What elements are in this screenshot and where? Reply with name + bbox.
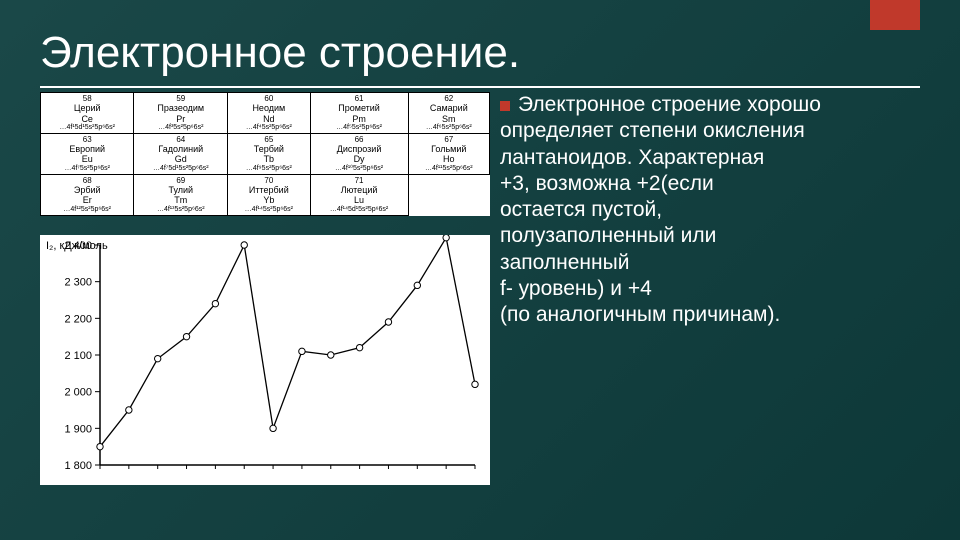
element-cell: 59ПразеодимPr…4f³5s²5p⁶6s² xyxy=(134,93,228,134)
element-cell: 58ЦерийCe…4f¹5d¹5s²5p⁶6s² xyxy=(41,93,134,134)
svg-text:2 100: 2 100 xyxy=(64,350,92,362)
element-cell: 71ЛютецийLu…4f¹⁴5d¹5s²5p⁶6s² xyxy=(310,174,408,215)
title-underline xyxy=(40,86,920,88)
svg-text:I₂, кДж/моль: I₂, кДж/моль xyxy=(46,240,108,252)
svg-text:2 200: 2 200 xyxy=(64,313,92,325)
elements-table: 58ЦерийCe…4f¹5d¹5s²5p⁶6s²59ПразеодимPr…4… xyxy=(40,92,490,216)
accent-block xyxy=(870,0,920,30)
svg-text:2 000: 2 000 xyxy=(64,387,92,399)
element-cell: 67ГольмийHo…4f¹¹5s²5p⁶6s² xyxy=(408,133,489,174)
element-cell xyxy=(408,174,489,215)
svg-text:1 900: 1 900 xyxy=(64,423,92,435)
element-cell: 70ИттербийYb…4f¹⁴5s²5p⁶6s² xyxy=(228,174,310,215)
element-cell: 68ЭрбийEr…4f¹²5s²5p⁶6s² xyxy=(41,174,134,215)
element-cell: 63ЕвропийEu…4f⁷5s²5p⁶6s² xyxy=(41,133,134,174)
page-title: Электронное строение. xyxy=(40,28,520,78)
svg-text:2 300: 2 300 xyxy=(64,277,92,289)
element-cell: 65ТербийTb…4f⁹5s²5p⁶6s² xyxy=(228,133,310,174)
body-text: Электронное строение хорошоопределяет ст… xyxy=(500,92,930,328)
svg-text:1 800: 1 800 xyxy=(64,460,92,472)
element-cell: 62СамарийSm…4f⁶5s²5p⁶6s² xyxy=(408,93,489,134)
bullet-icon xyxy=(500,101,510,111)
element-cell: 64ГадолинийGd…4f⁷5d¹5s²5p⁶6s² xyxy=(134,133,228,174)
element-cell: 66ДиспрозийDy…4f¹⁰5s²5p⁶6s² xyxy=(310,133,408,174)
ionization-chart: 1 8001 9002 0002 1002 2002 3002 400I₂, к… xyxy=(40,235,490,485)
element-cell: 61ПрометийPm…4f⁵5s²5p⁶6s² xyxy=(310,93,408,134)
element-cell: 60НеодимNd…4f⁴5s²5p⁶6s² xyxy=(228,93,310,134)
element-cell: 69ТулийTm…4f¹³5s²5p⁶6s² xyxy=(134,174,228,215)
